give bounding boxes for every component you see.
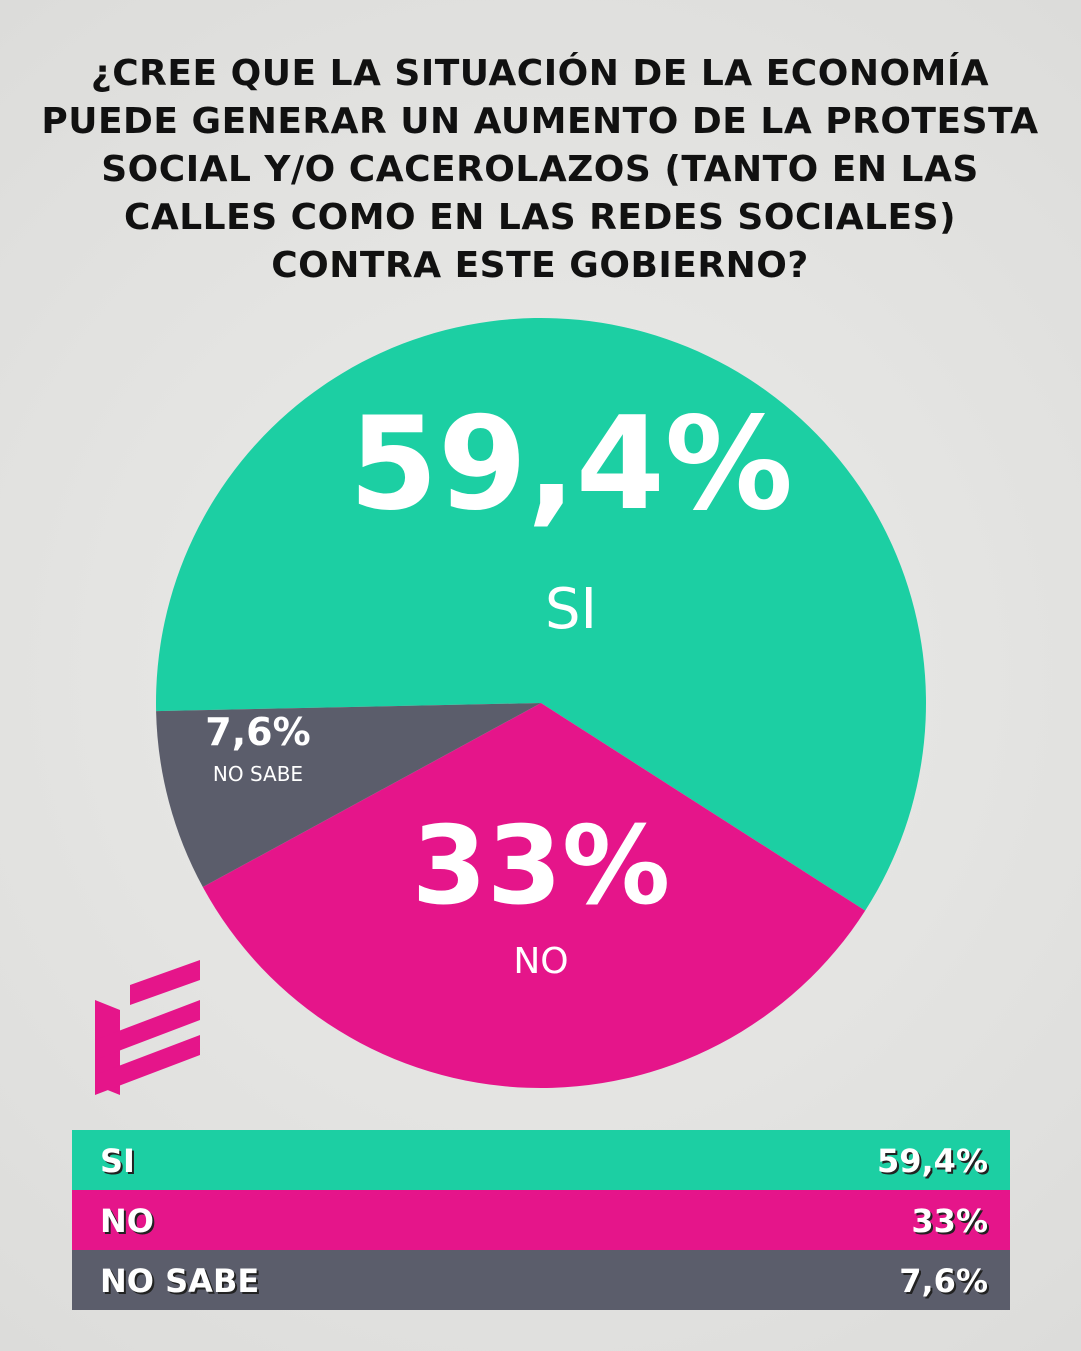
slice-category-label: NO xyxy=(513,941,568,982)
pie-slice xyxy=(156,318,927,911)
table-value: 59,4% xyxy=(877,1142,988,1180)
pie-slice xyxy=(202,703,866,1089)
table-row xyxy=(72,1130,1010,1190)
table-category: SI xyxy=(100,1142,135,1180)
slice-value-label: 33% xyxy=(412,804,671,929)
table-category: NO xyxy=(100,1202,154,1240)
slice-value-label: 59,4% xyxy=(349,390,793,539)
pie-slice xyxy=(156,703,541,888)
table-value: 7,6% xyxy=(899,1262,988,1300)
table-value: 33% xyxy=(911,1202,988,1240)
slice-category-label: NO SABE xyxy=(213,762,303,786)
table-row xyxy=(72,1250,1010,1310)
table-category: NO SABE xyxy=(100,1262,259,1300)
table-row xyxy=(72,1190,1010,1250)
slice-value-label: 7,6% xyxy=(205,710,310,754)
logo xyxy=(95,960,200,1095)
chart-title: ¿CREE QUE LA SITUACIÓN DE LA ECONOMÍA PU… xyxy=(41,53,1039,286)
slice-category-label: SI xyxy=(545,577,597,642)
